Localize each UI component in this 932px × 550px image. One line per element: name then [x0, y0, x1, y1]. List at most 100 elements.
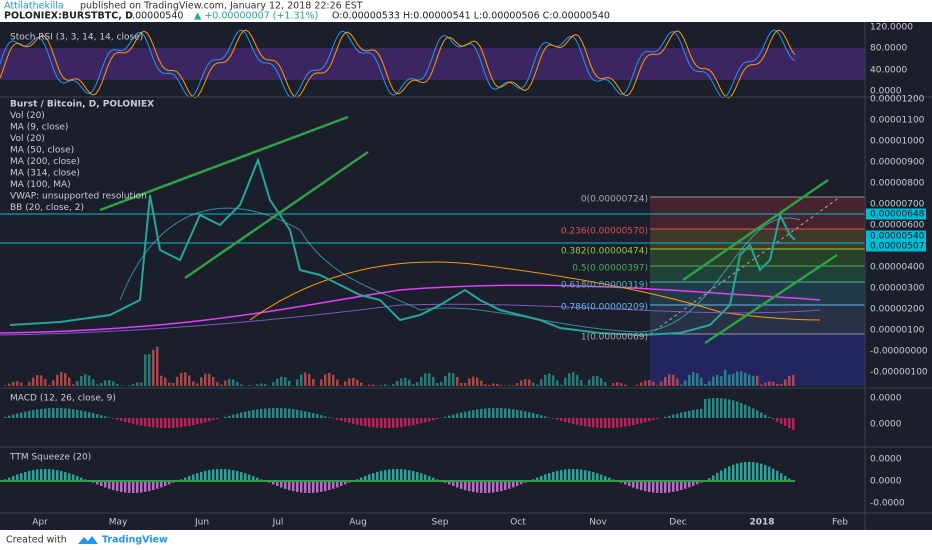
- volume-bar: [600, 378, 603, 386]
- macd-bar: [692, 410, 695, 418]
- macd-bar: [28, 410, 31, 418]
- volume-bar: [412, 384, 415, 386]
- volume-bar: [136, 382, 139, 386]
- volume-bar: [300, 374, 303, 386]
- macd-bar: [356, 418, 359, 425]
- legend-item: Vol (20): [10, 111, 45, 121]
- ttm-bar: [716, 472, 719, 481]
- volume-bar: [256, 384, 259, 386]
- volume-bar: [684, 380, 687, 386]
- volume-bar: [672, 374, 675, 386]
- ttm-bar: [188, 475, 191, 481]
- volume-bar: [472, 376, 475, 386]
- last-price: 0.00000540: [126, 11, 183, 22]
- macd-bar: [236, 413, 239, 418]
- axis-label: -0.00000000: [870, 347, 928, 357]
- volume-bar: [192, 381, 195, 386]
- volume-bar: [468, 378, 471, 386]
- volume-bar: [476, 377, 479, 386]
- ttm-bar: [512, 481, 515, 488]
- ttm-bar: [192, 474, 195, 481]
- macd-bar: [416, 418, 419, 425]
- ttm-bar: [708, 478, 711, 481]
- macd-bar: [436, 418, 439, 420]
- ttm-bar: [636, 481, 639, 489]
- ttm-bar: [240, 471, 243, 481]
- ttm-bar: [160, 481, 163, 488]
- axis-label: 0.00000300: [870, 284, 925, 294]
- axis-label: 0.0000: [870, 455, 902, 465]
- macd-bar: [60, 408, 63, 418]
- macd-bar: [784, 418, 787, 426]
- axis-label: -0.0000: [870, 499, 905, 509]
- ttm-bar: [656, 481, 659, 493]
- ttm-bar: [328, 481, 331, 491]
- legend-item: MA (100, MA): [10, 180, 71, 190]
- ttm-bar: [380, 470, 383, 481]
- ttm-bar: [280, 481, 283, 488]
- macd-bar: [380, 418, 383, 428]
- legend-item: MA (200, close): [10, 157, 80, 167]
- volume-bar: [544, 374, 547, 386]
- ttm-bar: [340, 481, 343, 486]
- footer-brand[interactable]: TradingView: [102, 535, 168, 546]
- ttm-bar: [568, 469, 571, 481]
- macd-bar: [56, 408, 59, 418]
- volume-bar: [116, 383, 119, 386]
- fib-zone: [650, 249, 865, 266]
- volume-bar: [248, 385, 251, 386]
- volume-bar: [308, 374, 311, 386]
- ttm-bar: [256, 477, 259, 481]
- ttm-bar: [128, 481, 131, 493]
- volume-bar: [168, 382, 171, 386]
- ttm-bar: [572, 469, 575, 481]
- ttm-bar: [360, 477, 363, 481]
- axis-label: 0.00000900: [870, 158, 925, 168]
- volume-bar: [356, 379, 359, 386]
- volume-bar: [160, 375, 163, 386]
- author[interactable]: Attilathekilla: [4, 1, 64, 12]
- published: published on TradingView.com, January 12…: [80, 1, 363, 12]
- ttm-bar: [308, 481, 311, 493]
- axis-label: 40.0000: [870, 66, 907, 76]
- volume-bar: [36, 375, 39, 386]
- volume-bar: [492, 383, 495, 386]
- ttm-bar: [204, 470, 207, 481]
- macd-bar: [204, 418, 207, 423]
- ttm-bar: [452, 481, 455, 487]
- volume-bar: [772, 381, 775, 386]
- volume-bar: [360, 382, 363, 386]
- macd-bar: [84, 411, 87, 418]
- macd-bar: [284, 408, 287, 418]
- ttm-bar: [544, 474, 547, 481]
- ttm-bar: [232, 470, 235, 481]
- ttm-bar: [460, 481, 463, 489]
- macd-bar: [756, 410, 759, 418]
- stoch-d: [0, 29, 796, 99]
- ttm-bar: [764, 464, 767, 481]
- macd-bar: [328, 417, 331, 418]
- ttm-bar: [508, 481, 511, 489]
- macd-bar: [708, 398, 711, 418]
- volume-bar: [496, 383, 499, 386]
- macd-bar: [480, 408, 483, 418]
- macd-bar: [508, 408, 511, 418]
- volume-bar: [336, 379, 339, 386]
- ttm-bar: [316, 481, 319, 493]
- macd-bar: [120, 418, 123, 421]
- ttm-bar: [208, 470, 211, 481]
- price-tag: [866, 240, 926, 252]
- volume-bar: [740, 371, 743, 386]
- bollinger: [119, 207, 801, 333]
- volume-bar: [676, 378, 679, 386]
- macd-bar: [592, 418, 595, 428]
- volume-bar: [640, 382, 643, 386]
- macd-bar: [20, 412, 23, 418]
- ttm-bar: [56, 470, 59, 481]
- ttm-bar: [516, 481, 519, 486]
- macd-bar: [572, 418, 575, 424]
- ttm-bar: [196, 473, 199, 481]
- fib-label: 0.382(0.00000474): [561, 247, 648, 257]
- macd-bar: [520, 410, 523, 418]
- ttm-bar: [728, 466, 731, 481]
